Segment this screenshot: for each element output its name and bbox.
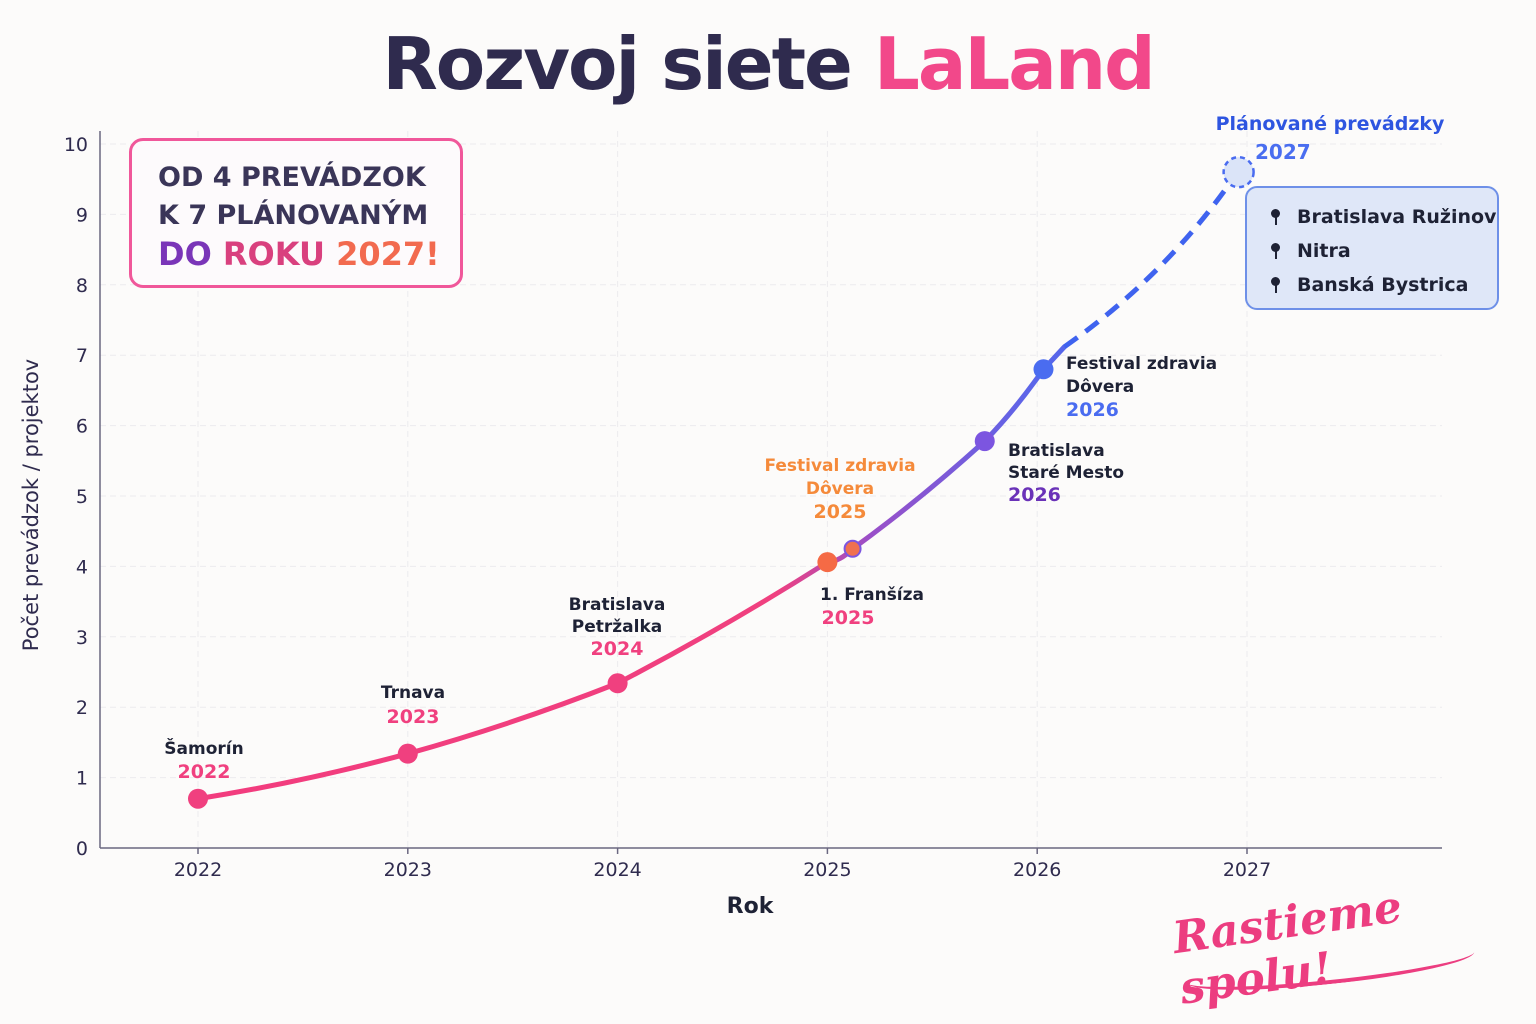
x-tick-label: 2025 [803,859,851,881]
planned-year: 2027 [1255,140,1311,164]
point-year-label: 2025 [814,501,867,523]
planned-dashed-line [1063,180,1233,349]
callout-line-3b: ROKU [222,235,337,273]
x-axis-title: Rok [727,894,775,919]
data-point [1033,359,1054,380]
callout-line-2: K 7 PLÁNOVANÝM [158,200,429,231]
map-pin-icon [1269,275,1283,295]
point-label: Festival zdravia [764,456,915,476]
page-title: Rozvoj siete LaLand [0,22,1536,106]
map-pin-icon [1269,241,1283,261]
y-tick-label: 5 [76,486,88,508]
data-point [817,552,838,573]
y-tick-label: 3 [76,627,88,649]
point-year-label: 2023 [387,706,440,728]
y-tick-label: 2 [76,697,88,719]
x-tick-label: 2023 [384,859,432,881]
point-label: Dôvera [1066,377,1134,397]
data-point [974,431,995,452]
y-tick-label: 0 [76,838,88,860]
planned-location-label: Bratislava Ružinov [1297,206,1497,228]
data-point [607,673,628,694]
planned-point [1222,155,1255,189]
point-year-label: 2025 [822,607,875,629]
point-year-label: 2024 [591,638,644,660]
point-label: Petržalka [572,617,662,637]
point-label: Bratislava [569,595,666,615]
planned-locations-box: Bratislava Ružinov Nitra Banská Bystrica [1245,186,1499,310]
planned-location-label: Nitra [1297,240,1351,262]
y-tick-label: 9 [76,204,88,226]
x-tick-label: 2026 [1013,859,1061,881]
y-tick-label: 6 [76,416,88,438]
x-tick-label: 2024 [593,859,641,881]
title-brand: LaLand [873,22,1156,106]
callout-line-3a: DO [158,235,223,273]
y-tick-label: 8 [76,275,88,297]
point-label: Dôvera [806,479,874,499]
data-point [188,788,208,809]
point-label: Šamorín [164,737,243,759]
point-label: Bratislava [1008,441,1105,461]
planned-location: Bratislava Ružinov [1269,200,1497,234]
x-tick-label: 2022 [174,859,222,881]
y-tick-label: 10 [64,134,88,156]
map-pin-icon [1269,207,1283,227]
point-year-label: 2022 [178,761,231,783]
point-label: Staré Mesto [1008,463,1124,483]
title-main: Rozvoj siete [382,22,874,106]
data-point [397,743,418,764]
planned-location-label: Banská Bystrica [1297,274,1469,296]
planned-location: Nitra [1269,234,1497,268]
series-line [195,344,1067,802]
callout-line-1: OD 4 PREVÁDZOK [158,162,426,193]
point-label: 1. Franšíza [820,585,924,605]
summary-callout: OD 4 PREVÁDZOK K 7 PLÁNOVANÝM DO ROKU 20… [129,138,463,288]
point-label: Festival zdravia [1066,354,1217,374]
callout-line-3c: 2027! [336,235,440,273]
point-label: Trnava [381,683,445,703]
point-year-label: 2026 [1066,399,1119,421]
planned-title: Plánované prevádzky [1215,113,1445,135]
y-tick-label: 7 [76,345,88,367]
point-year-label: 2026 [1008,484,1061,506]
y-tick-label: 1 [76,768,88,790]
data-point [843,539,862,558]
y-tick-label: 4 [76,556,88,578]
x-tick-label: 2027 [1223,859,1271,881]
y-axis-title: Počet prevádzok / projektov [19,359,43,651]
planned-location: Banská Bystrica [1269,268,1497,302]
